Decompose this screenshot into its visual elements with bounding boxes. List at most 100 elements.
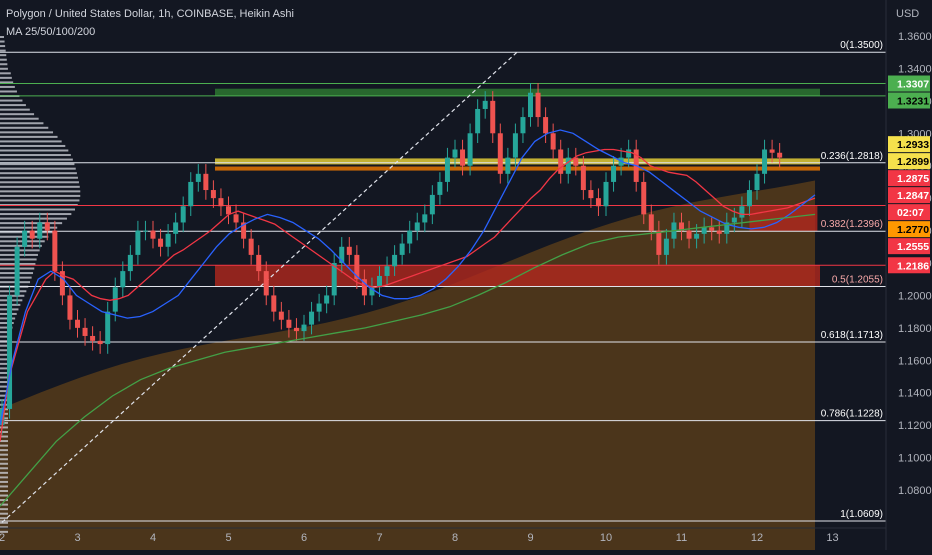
candle-body [512, 133, 518, 158]
volume-bar [0, 485, 8, 488]
volume-bar [0, 194, 81, 197]
candle-body [150, 230, 156, 239]
y-tick-label: 1.0800 [898, 485, 932, 497]
volume-bar [0, 426, 9, 429]
volume-bar [0, 163, 75, 166]
volume-bar [0, 40, 5, 43]
candle-body [120, 271, 126, 288]
volume-bar [0, 185, 80, 188]
volume-bar [0, 453, 9, 456]
candle-body [754, 173, 760, 191]
candle-body [188, 181, 194, 207]
moving-average-layer [0, 129, 816, 507]
volume-bar [0, 67, 8, 70]
fibonacci-label: 0.382(1.2396) [821, 219, 883, 230]
price-tag [888, 187, 930, 204]
candle-body [52, 230, 58, 272]
price-tag [888, 136, 930, 153]
volume-bar [0, 440, 9, 443]
candle-body [210, 190, 216, 199]
volume-bar [0, 36, 4, 38]
candle-body [663, 238, 669, 255]
volume-bar [0, 154, 71, 157]
y-tick-label: 1.1200 [898, 420, 932, 432]
volume-bar [0, 108, 30, 111]
price-tag [888, 238, 930, 255]
indicator-label[interactable]: MA 25/50/100/200 [6, 26, 96, 38]
candle-body [105, 311, 111, 345]
volume-bar [0, 449, 9, 452]
candle-body [248, 238, 254, 255]
x-tick-label: 3 [74, 532, 80, 544]
candle-body [293, 327, 299, 332]
y-tick-label: 1.3600 [898, 31, 932, 43]
candle-body [565, 157, 571, 174]
candle-body [384, 266, 390, 276]
candle-body [452, 149, 458, 158]
candle-body [467, 133, 473, 166]
volume-bar [0, 294, 25, 297]
price-tag-label: 02:07 [897, 207, 924, 219]
y-tick-label: 1.2000 [898, 290, 932, 302]
candle-body [29, 230, 35, 239]
candle-body [716, 230, 722, 234]
volume-bar [0, 226, 58, 229]
volume-bar [0, 131, 54, 134]
candle-body [218, 198, 224, 207]
candle-body [762, 149, 768, 174]
volume-bar [0, 467, 9, 470]
price-tag [888, 153, 930, 170]
volume-bar [0, 322, 14, 325]
volume-bar [0, 494, 8, 497]
candle-body [686, 230, 692, 239]
volume-bar [0, 45, 6, 48]
volume-bar [0, 208, 75, 211]
candle-body [173, 222, 179, 234]
x-tick-label: 2 [0, 532, 5, 544]
x-tick-label: 4 [150, 532, 156, 544]
price-tag-label: 1.2899 [897, 156, 929, 168]
volume-bar [0, 76, 12, 79]
candle-body [777, 152, 783, 158]
volume-bar [0, 149, 69, 152]
volume-bar [0, 394, 9, 397]
candle-body [14, 246, 20, 296]
volume-bar [0, 217, 67, 220]
x-tick-label: 13 [826, 532, 838, 544]
volume-bar [0, 526, 8, 529]
x-tick-label: 10 [600, 532, 612, 544]
candle-body [656, 230, 662, 255]
fibonacci-label: 0.236(1.2818) [821, 151, 883, 162]
volume-bar [0, 385, 9, 388]
volume-bar [0, 290, 27, 293]
candle-body [90, 335, 96, 341]
candle-body [361, 279, 367, 296]
candle-body [535, 92, 541, 118]
y-tick-label: 1.1600 [898, 355, 932, 367]
candle-body [588, 190, 594, 199]
candle-body [558, 149, 564, 174]
volume-bar [0, 222, 63, 225]
candle-body [301, 324, 307, 332]
volume-bar [0, 244, 42, 247]
x-tick-label: 6 [301, 532, 307, 544]
volume-bar [0, 331, 12, 334]
price-tag [888, 204, 930, 221]
candle-body [603, 181, 609, 207]
volume-bar [0, 249, 40, 252]
volume-bar [0, 122, 44, 125]
candle-body [407, 230, 413, 244]
volume-bar [0, 140, 62, 143]
candle-body [286, 319, 292, 328]
volume-bar [0, 104, 26, 107]
candle-body [127, 254, 133, 272]
volume-bar [0, 158, 73, 161]
x-axis: 2 3 4 5 6 7 8 9 10 11 12 13 [0, 527, 886, 544]
candle-body [528, 92, 533, 118]
volume-bar [0, 399, 9, 402]
volume-bar [0, 199, 80, 202]
x-tick-label: 12 [751, 532, 763, 544]
moving-average-line [0, 129, 816, 426]
